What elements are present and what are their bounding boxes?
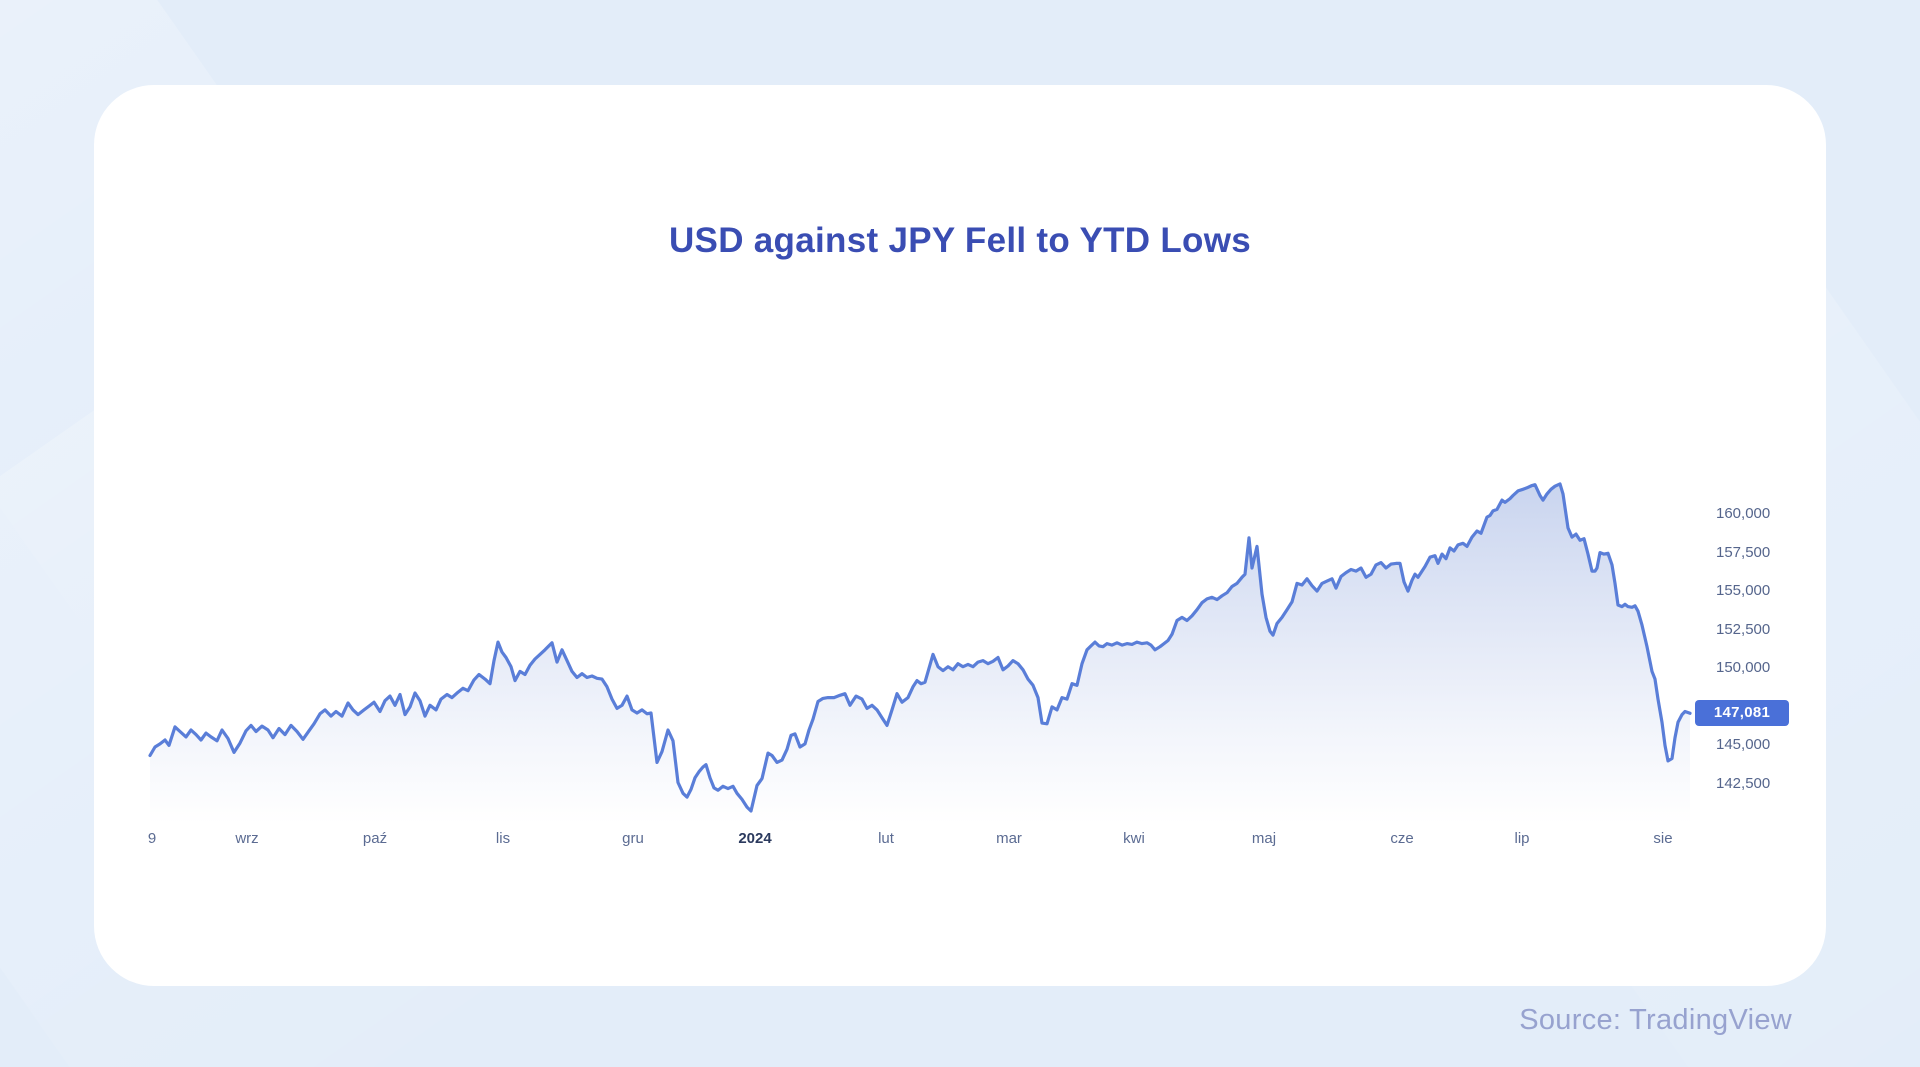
x-axis-tick-label: lis — [495, 830, 511, 847]
y-axis-tick-label: 157,500 — [1716, 543, 1771, 561]
y-axis-tick-label: 142,500 — [1716, 775, 1771, 792]
price-line — [148, 482, 1692, 813]
chart-title: USD against JPY Fell to YTD Lows — [668, 221, 1252, 260]
x-axis-tick-label: 2024 — [738, 830, 772, 847]
y-axis-tick-label: 155,000 — [1716, 582, 1771, 600]
source-caption: Source: TradingView — [1519, 1004, 1792, 1036]
x-axis-tick-label: lip — [1514, 830, 1530, 847]
y-axis-tick-label: 145,000 — [1716, 736, 1771, 754]
x-axis-tick-label: mar — [996, 830, 1022, 847]
x-axis-tick-label: lut — [878, 830, 894, 847]
y-axis-tick-label: 160,000 — [1716, 505, 1771, 522]
area-fill — [150, 483, 1690, 828]
x-axis-tick-label: 9 — [147, 830, 157, 847]
x-axis-tick-label: cze — [1390, 830, 1414, 847]
x-axis-tick-label: maj — [1251, 830, 1277, 847]
y-axis-tick-label: 152,500 — [1716, 620, 1771, 638]
x-axis-tick-label: paź — [362, 830, 388, 847]
x-axis-tick-label: wrz — [235, 830, 259, 847]
x-axis-tick-label: kwi — [1123, 830, 1145, 847]
x-axis-tick-label: sie — [1653, 830, 1673, 847]
last-price-badge: 147,081 — [1695, 700, 1789, 727]
y-axis-tick-label: 150,000 — [1716, 659, 1771, 677]
x-axis-tick-label: gru — [622, 830, 644, 847]
